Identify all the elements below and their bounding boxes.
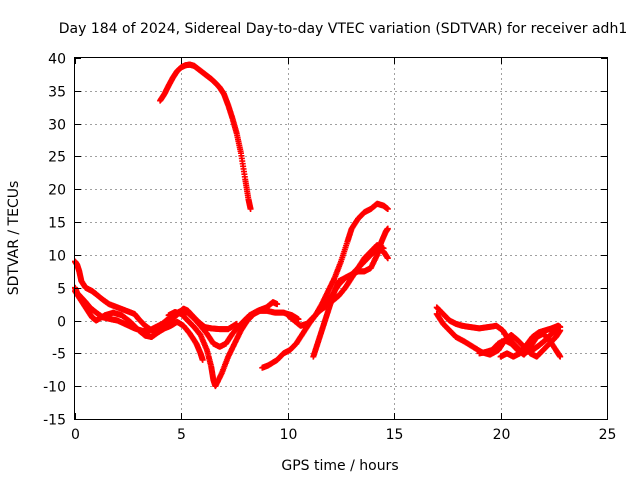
y-tick-label: 20 <box>48 183 66 199</box>
y-tick-label: -5 <box>52 347 66 363</box>
x-tick-label: 20 <box>493 427 511 443</box>
y-tick-label: 40 <box>48 52 66 68</box>
sdtvar-chart: 0 5 10 15 20 25 -15 -10 -5 0 5 10 15 20 25 30 35 40 Day 1… <box>0 0 640 480</box>
y-tick-label: 0 <box>57 315 66 331</box>
y-tick-label: 35 <box>48 85 66 101</box>
y-tick-label: 15 <box>48 216 66 232</box>
x-tick-label: 25 <box>599 427 617 443</box>
x-axis-label: GPS time / hours <box>281 458 398 474</box>
x-tick-label: 10 <box>280 427 298 443</box>
y-tick-label: 25 <box>48 150 66 166</box>
x-tick-label: 15 <box>386 427 404 443</box>
x-tick-label: 5 <box>177 427 186 443</box>
x-tick-label: 0 <box>71 427 80 443</box>
y-axis-label: SDTVAR / TECUs <box>6 181 22 296</box>
y-tick-label: 5 <box>57 282 66 298</box>
y-tick-label: -15 <box>43 413 66 429</box>
y-tick-label: -10 <box>43 380 66 396</box>
y-tick-label: 10 <box>48 249 66 265</box>
chart-title: Day 184 of 2024, Sidereal Day-to-day VTE… <box>59 21 627 37</box>
chart-background <box>0 0 640 480</box>
y-tick-label: 30 <box>48 118 66 134</box>
